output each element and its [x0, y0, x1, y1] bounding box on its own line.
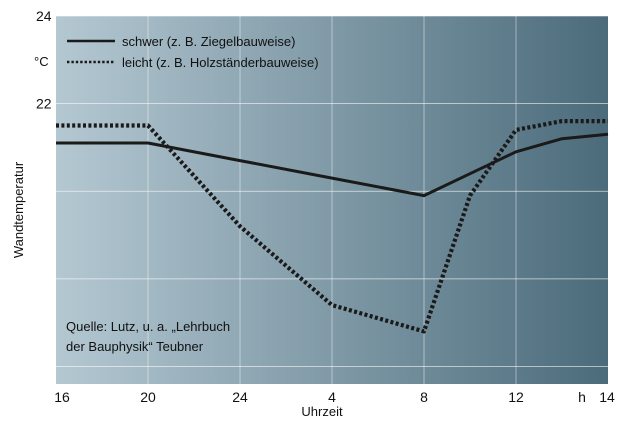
x-tick-label: 14	[599, 389, 615, 405]
y-unit-label: °C	[34, 54, 49, 69]
annotation-line-2: der Bauphysik“ Teubner	[66, 339, 204, 354]
x-tick-label: 8	[420, 389, 428, 405]
y-tick-labels: 24 22 14	[36, 8, 52, 287]
y-tick-label: 22	[36, 96, 52, 112]
annotation-line-1: Quelle: Lutz, u. a. „Lehrbuch	[66, 319, 230, 334]
x-tick-label: 20	[140, 389, 156, 405]
y-tick-label: 14	[38, 273, 52, 287]
legend-label-dotted: leicht (z. B. Holzständerbauweise)	[122, 55, 319, 70]
x-tick-label: 12	[508, 389, 524, 405]
legend-label-solid: schwer (z. B. Ziegelbauweise)	[122, 34, 295, 49]
legend: schwer (z. B. Ziegelbauweise) leicht (z.…	[67, 34, 319, 70]
x-axis-title: Uhrzeit	[301, 404, 343, 419]
x-tick-label: 4	[328, 389, 336, 405]
x-tick-labels: 16 20 24 4 8 12 h 14	[54, 389, 615, 405]
series-line-schwer	[56, 132, 609, 198]
series-layer	[56, 118, 609, 334]
y-axis-title: Wandtemperatur	[11, 161, 26, 258]
grid-lines	[56, 15, 608, 384]
x-tick-label: 24	[232, 389, 248, 405]
series-line-leicht	[56, 118, 608, 334]
x-tick-label: 16	[54, 389, 70, 405]
x-tick-label: h	[578, 389, 586, 405]
source-annotation: Quelle: Lutz, u. a. „Lehrbuch der Bauphy…	[66, 319, 230, 354]
y-tick-label: 24	[36, 8, 52, 24]
